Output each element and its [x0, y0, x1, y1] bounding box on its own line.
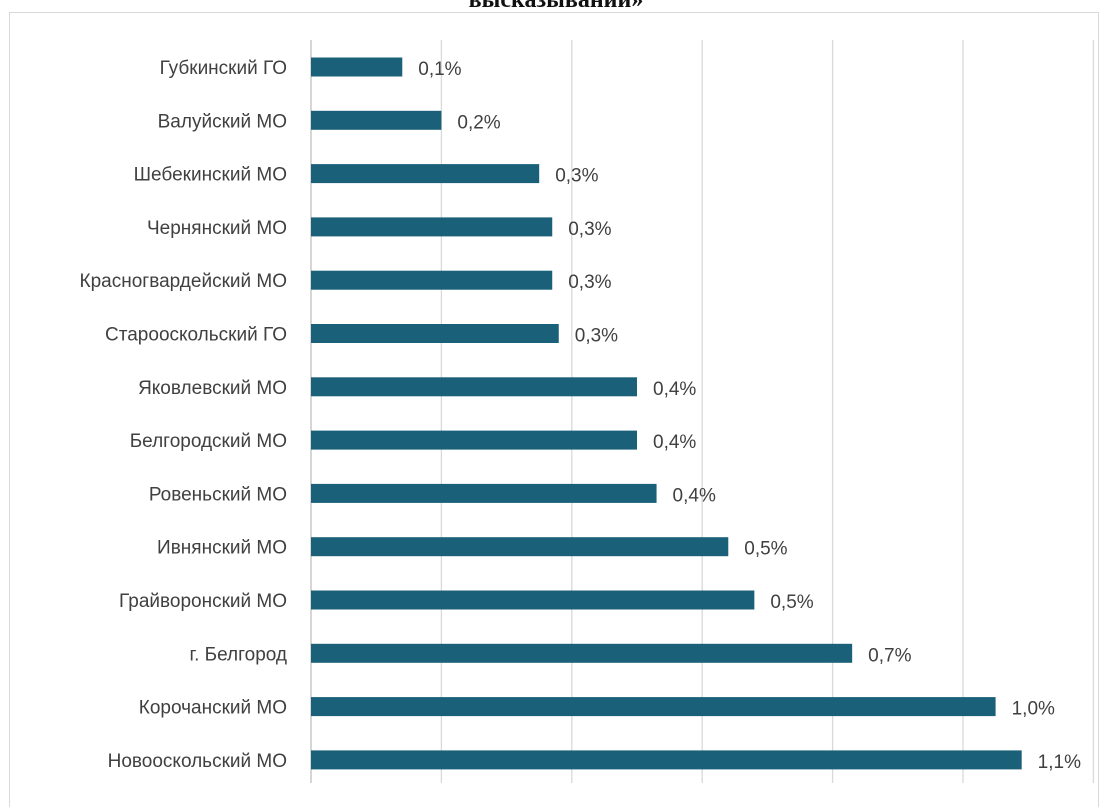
category-label: г. Белгород — [189, 644, 287, 665]
bar — [311, 164, 540, 184]
bar — [311, 750, 1022, 770]
data-label: 0,5% — [770, 592, 813, 613]
data-label: 0,3% — [568, 272, 611, 293]
data-label: 1,0% — [1012, 699, 1055, 720]
category-label: Грайворонский МО — [119, 591, 287, 612]
category-label: Шебекинский МО — [134, 165, 287, 186]
data-label: 0,7% — [868, 645, 911, 666]
bar — [311, 430, 637, 450]
data-label: 0,3% — [555, 166, 598, 187]
bar — [311, 270, 553, 290]
category-label: Яковлевский МО — [138, 378, 287, 399]
bar — [311, 57, 403, 77]
bar — [311, 643, 853, 663]
category-label: Губкинский ГО — [160, 58, 287, 79]
data-label: 1,1% — [1038, 752, 1081, 773]
category-label: Ивнянский МО — [157, 538, 287, 559]
category-label: Старооскольский ГО — [105, 325, 287, 346]
category-label: Новооскольский МО — [108, 751, 287, 772]
bar — [311, 483, 657, 503]
bar — [311, 217, 553, 237]
category-label: Корочанский МО — [139, 698, 287, 719]
bar — [311, 537, 729, 557]
bar — [311, 377, 637, 397]
bar — [311, 590, 755, 610]
data-label: 0,4% — [653, 379, 696, 400]
category-label: Валуйский МО — [158, 111, 287, 132]
category-label: Чернянский МО — [147, 218, 287, 239]
bar — [311, 324, 559, 343]
data-label: 0,4% — [653, 432, 696, 453]
data-label: 0,3% — [575, 326, 618, 347]
bar — [311, 110, 442, 130]
bar — [311, 697, 996, 717]
chart-title: высказываний» — [468, 0, 644, 13]
category-label: Красногвардейский МО — [80, 271, 287, 292]
category-label: Ровеньский МО — [149, 484, 287, 505]
data-label: 0,2% — [457, 112, 500, 133]
data-label: 0,4% — [673, 485, 716, 506]
data-label: 0,5% — [744, 539, 787, 560]
chart-frame — [9, 12, 1099, 807]
category-label: Белгородский МО — [130, 431, 287, 452]
data-label: 0,1% — [418, 59, 461, 80]
data-label: 0,3% — [568, 219, 611, 240]
